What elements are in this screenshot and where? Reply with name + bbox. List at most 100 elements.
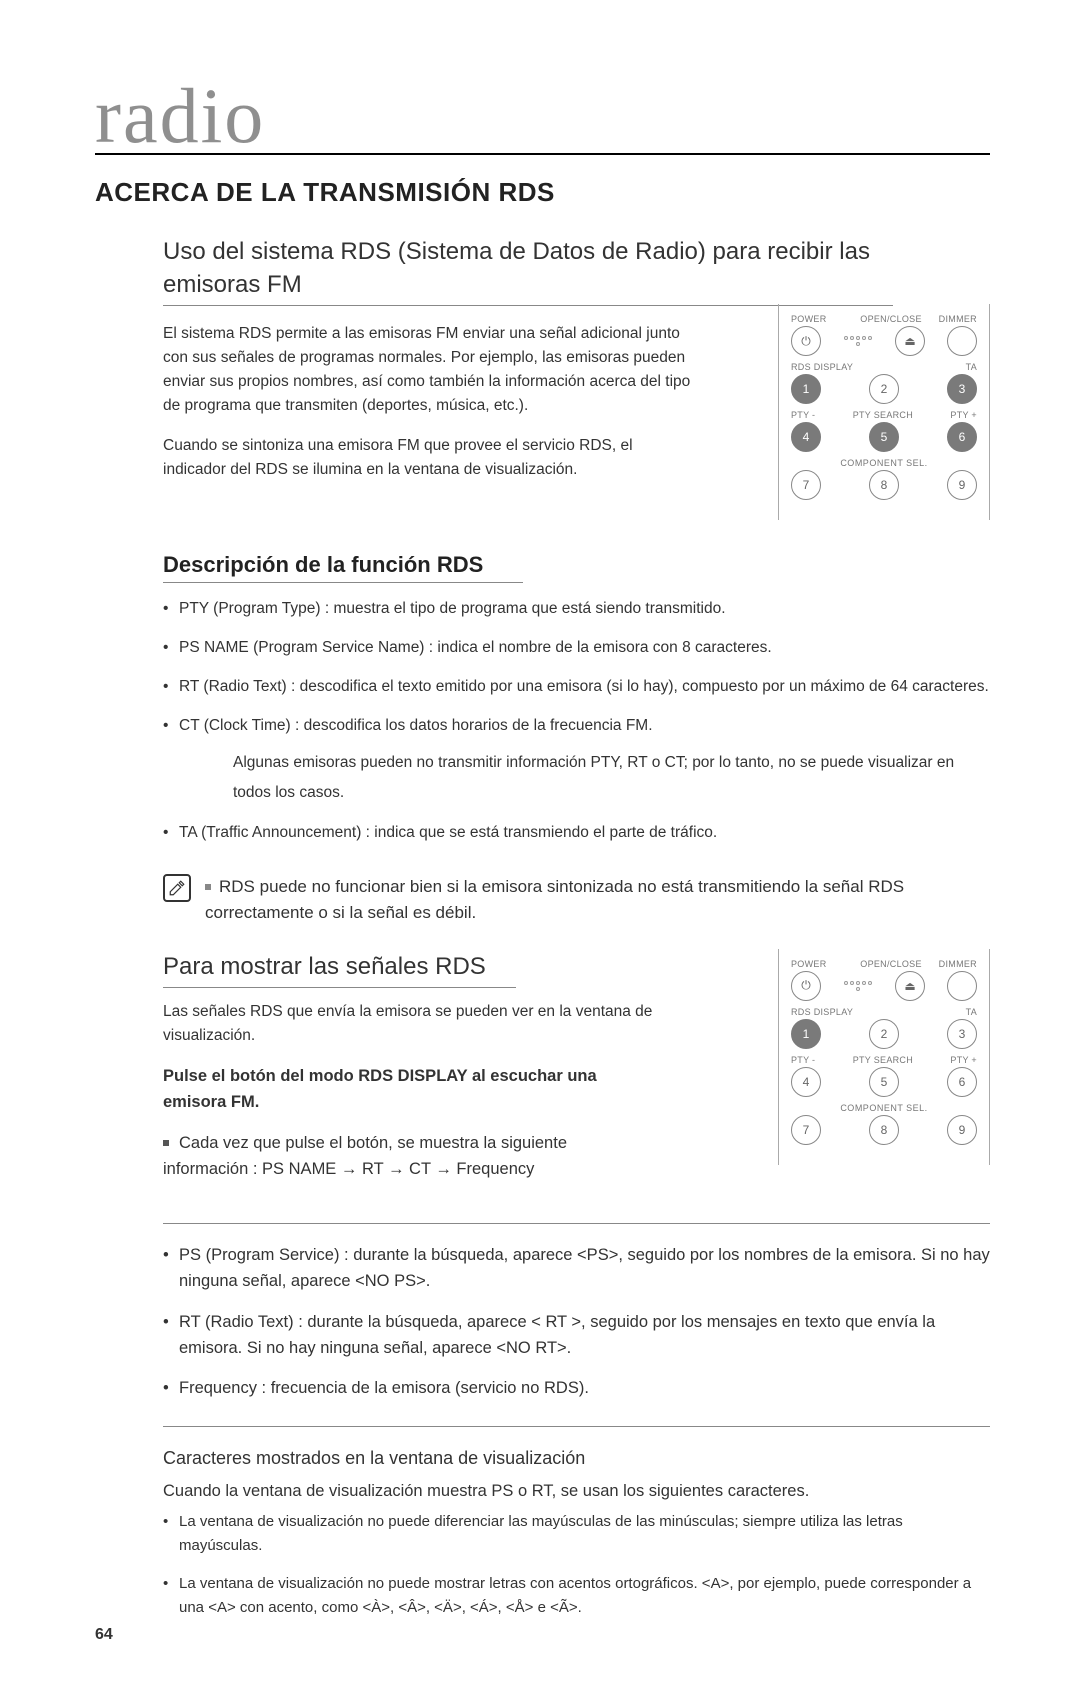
desc-heading: Descripción de la función RDS <box>163 552 523 583</box>
label-dimmer: DIMMER <box>939 959 977 969</box>
second-bullet: Frequency : frecuencia de la emisora (se… <box>163 1375 990 1401</box>
label-pty-plus: PTY + <box>950 410 977 420</box>
btn-4: 4 <box>791 422 821 452</box>
desc-bullet-list: PTY (Program Type) : muestra el tipo de … <box>163 597 990 738</box>
remote-diagram-top: POWER OPEN/CLOSE DIMMER ⏻ ⏏ RDS DISPLAY … <box>778 304 990 520</box>
desc-bullet: PTY (Program Type) : muestra el tipo de … <box>163 597 990 622</box>
note-text-content: RDS puede no funcionar bien si la emisor… <box>205 877 904 922</box>
remote-panel: POWER OPEN/CLOSE DIMMER ⏻ ⏏ RDS DISPLAY … <box>778 949 990 1165</box>
divider <box>163 1426 990 1427</box>
note-text: RDS puede no funcionar bien si la emisor… <box>205 874 990 927</box>
second-bullet-list: PS (Program Service) : durante la búsque… <box>163 1242 990 1402</box>
title-script: radio <box>95 85 990 147</box>
intro-paragraph-1: El sistema RDS permite a las emisoras FM… <box>163 322 703 418</box>
remote-row2: 1 2 3 <box>791 1019 977 1049</box>
remote-row1: ⏻ ⏏ <box>791 326 977 356</box>
remote-row4: 7 8 9 <box>791 470 977 500</box>
remote-row3: 4 5 6 <box>791 422 977 452</box>
btn-5: 5 <box>869 422 899 452</box>
btn-5: 5 <box>869 1067 899 1097</box>
btn-4: 4 <box>791 1067 821 1097</box>
eject-button: ⏏ <box>895 326 925 356</box>
remote-row3-labels: PTY - PTY SEARCH PTY + <box>791 410 977 420</box>
btn-3: 3 <box>947 374 977 404</box>
remote-row2: 1 2 3 <box>791 374 977 404</box>
pencil-icon <box>168 879 186 897</box>
btn-7: 7 <box>791 470 821 500</box>
desc-bullet: CT (Clock Time) : descodifica los datos … <box>163 714 990 739</box>
power-button: ⏻ <box>791 326 821 356</box>
btn-2: 2 <box>869 374 899 404</box>
btn-1: 1 <box>791 1019 821 1049</box>
indicator-dots <box>843 326 873 356</box>
show-sequence: Cada vez que pulse el botón, se muestra … <box>163 1131 633 1182</box>
label-component-sel: COMPONENT SEL. <box>791 458 977 468</box>
eject-icon: ⏏ <box>904 334 915 348</box>
eject-button: ⏏ <box>895 971 925 1001</box>
btn-9: 9 <box>947 1115 977 1145</box>
power-icon: ⏻ <box>801 978 811 993</box>
divider <box>163 1223 990 1224</box>
desc-bullet: PS NAME (Program Service Name) : indica … <box>163 636 990 661</box>
desc-bullet: RT (Radio Text) : descodifica el texto e… <box>163 675 990 700</box>
show-instruction: Pulse el botón del modo RDS DISPLAY al e… <box>163 1064 633 1115</box>
btn-9: 9 <box>947 470 977 500</box>
dimmer-button <box>947 326 977 356</box>
second-bullet: PS (Program Service) : durante la búsque… <box>163 1242 990 1295</box>
label-pty-plus: PTY + <box>950 1055 977 1065</box>
power-button: ⏻ <box>791 971 821 1001</box>
remote-row4: 7 8 9 <box>791 1115 977 1145</box>
label-component-sel: COMPONENT SEL. <box>791 1103 977 1113</box>
remote-panel: POWER OPEN/CLOSE DIMMER ⏻ ⏏ RDS DISPLAY … <box>778 304 990 520</box>
square-bullet-icon <box>163 1140 169 1146</box>
chars-heading: Caracteres mostrados en la ventana de vi… <box>163 1445 990 1473</box>
btn-7: 7 <box>791 1115 821 1145</box>
remote-row2-labels: RDS DISPLAY TA <box>791 362 977 372</box>
remote-row3-labels: PTY - PTY SEARCH PTY + <box>791 1055 977 1065</box>
remote-row3: 4 5 6 <box>791 1067 977 1097</box>
label-dimmer: DIMMER <box>939 314 977 324</box>
show-intro: Las señales RDS que envía la emisora se … <box>163 1000 653 1048</box>
btn-1: 1 <box>791 374 821 404</box>
intro-heading: Uso del sistema RDS (Sistema de Datos de… <box>163 236 893 306</box>
remote-row1-labels: POWER OPEN/CLOSE DIMMER <box>791 314 977 324</box>
btn-6: 6 <box>947 422 977 452</box>
chars-bullet: La ventana de visualización no puede dif… <box>163 1510 990 1558</box>
power-icon: ⏻ <box>801 334 811 349</box>
indicator-dots <box>843 971 873 1001</box>
chars-bullet: La ventana de visualización no puede mos… <box>163 1572 990 1620</box>
label-openclose: OPEN/CLOSE <box>860 314 922 324</box>
note-icon <box>163 874 191 902</box>
content-indent: Uso del sistema RDS (Sistema de Datos de… <box>163 236 990 1620</box>
label-pty-minus: PTY - <box>791 410 815 420</box>
btn-6: 6 <box>947 1067 977 1097</box>
remote-row1-labels: POWER OPEN/CLOSE DIMMER <box>791 959 977 969</box>
dimmer-button <box>947 971 977 1001</box>
label-rds-display: RDS DISPLAY <box>791 362 853 372</box>
page: radio ACERCA DE LA TRANSMISIÓN RDS Uso d… <box>0 0 1080 1694</box>
remote-row1: ⏻ ⏏ <box>791 971 977 1001</box>
label-rds-display: RDS DISPLAY <box>791 1007 853 1017</box>
chars-intro: Cuando la ventana de visualización muest… <box>163 1479 990 1505</box>
page-number: 64 <box>95 1626 113 1644</box>
note-bullet-icon <box>205 884 211 890</box>
show-heading: Para mostrar las señales RDS <box>163 951 516 988</box>
label-pty-minus: PTY - <box>791 1055 815 1065</box>
desc-bullet: TA (Traffic Announcement) : indica que s… <box>163 821 990 846</box>
btn-2: 2 <box>869 1019 899 1049</box>
chars-bullet-list: La ventana de visualización no puede dif… <box>163 1510 990 1620</box>
intro-paragraph-2: Cuando se sintoniza una emisora FM que p… <box>163 434 663 482</box>
remote-row2-labels: RDS DISPLAY TA <box>791 1007 977 1017</box>
label-power: POWER <box>791 959 827 969</box>
label-pty-search: PTY SEARCH <box>853 410 913 420</box>
btn-3: 3 <box>947 1019 977 1049</box>
btn-8: 8 <box>869 470 899 500</box>
btn-8: 8 <box>869 1115 899 1145</box>
desc-bullet-list-2: TA (Traffic Announcement) : indica que s… <box>163 821 990 846</box>
section-heading: ACERCA DE LA TRANSMISIÓN RDS <box>95 177 990 208</box>
note-block: RDS puede no funcionar bien si la emisor… <box>163 874 990 927</box>
remote-diagram-mid: POWER OPEN/CLOSE DIMMER ⏻ ⏏ RDS DISPLAY … <box>778 949 990 1165</box>
second-bullet: RT (Radio Text) : durante la búsqueda, a… <box>163 1309 990 1362</box>
desc-subnote: Algunas emisoras pueden no transmitir in… <box>233 748 990 807</box>
label-openclose: OPEN/CLOSE <box>860 959 922 969</box>
